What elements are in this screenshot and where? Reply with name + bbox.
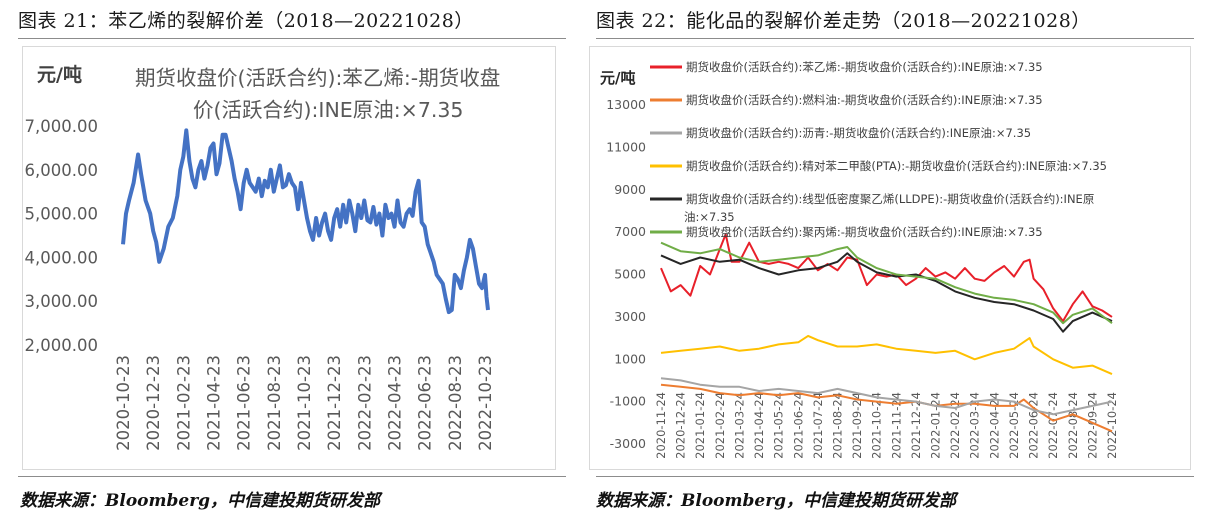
x-tick-label: 2021-03-24 [732, 392, 746, 459]
legend-text: 期货收盘价(活跃合约):线型低密度聚乙烯(LLDPE):-期货收盘价(活跃合约)… [686, 192, 1094, 206]
y-tick-label: 13000 [606, 97, 646, 112]
y-tick-label: 5,000.00 [25, 205, 98, 224]
x-tick-label: 2022-04-23 [386, 355, 405, 451]
x-tick-label: 2022-02-23 [355, 355, 374, 451]
x-tick-label: 2021-06-23 [235, 355, 254, 451]
x-tick-label: 2020-10-23 [114, 355, 133, 451]
x-tick-label: 2021-02-23 [174, 355, 193, 451]
x-tick-label: 2022-10-23 [476, 355, 495, 451]
x-tick-label: 2020-12-24 [674, 392, 688, 459]
x-tick-label: 2021-02-24 [713, 392, 727, 459]
x-tick-label: 2022-01-24 [929, 392, 943, 459]
y-tick-label: 7,000.00 [25, 117, 98, 136]
y-tick-label: -1000 [610, 394, 646, 409]
x-tick-label: 2022-03-24 [968, 392, 982, 459]
x-tick-label: 2021-10-23 [295, 355, 314, 451]
y-tick-label: 9000 [614, 182, 646, 197]
legend-text: 期货收盘价(活跃合约):精对苯二甲酸(PTA):-期货收盘价(活跃合约):INE… [686, 159, 1107, 173]
y-tick-label: 6,000.00 [25, 161, 98, 180]
source-rule-right [596, 476, 1194, 477]
chart-panel-left: 元/吨 期货收盘价(活跃合约):苯乙烯:-期货收盘价(活跃合约):INE原油:×7… [22, 46, 556, 470]
figure-title-right: 图表 22：能化品的裂解价差走势（2018—20221028） [596, 10, 1091, 32]
x-tick-label: 2021-04-23 [205, 355, 224, 451]
x-tick-label: 2022-10-24 [1105, 392, 1119, 459]
y-tick-label: 7000 [614, 224, 646, 239]
petrochem-crack-spread-chart: 元/吨 -3000 -1000 1000 3000 5000 7000 9000 11000 13… [600, 60, 1119, 459]
series-line [660, 241, 1113, 325]
y-tick-label: 5000 [614, 267, 646, 282]
x-tick-label: 2021-04-24 [752, 392, 766, 459]
x-tick-label: 2021-01-24 [693, 392, 707, 459]
x-tick-label: 2022-08-24 [1066, 392, 1080, 459]
x-tick-label: 2022-06-23 [416, 355, 435, 451]
legend-text: 期货收盘价(活跃合约):聚丙烯:-期货收盘价(活跃合约):INE原油:×7.35 [686, 225, 1043, 239]
unit-label: 元/吨 [37, 63, 82, 86]
x-tick-label: 2021-12-24 [909, 392, 923, 459]
x-tick-label: 2022-04-24 [987, 392, 1001, 459]
x-tick-label: 2020-12-23 [144, 355, 163, 451]
x-tick-label: 2022-02-24 [948, 392, 962, 459]
figure-title-left: 图表 21：苯乙烯的裂解价差（2018—20221028） [18, 10, 474, 32]
x-tick-label: 2022-07-24 [1046, 392, 1060, 459]
legend-text: 油:×7.35 [684, 210, 735, 224]
styrene-spread-line [121, 128, 490, 315]
y-tick-label: 11000 [606, 139, 646, 154]
y-tick-label: -3000 [610, 436, 646, 451]
series-line [660, 252, 1113, 333]
x-tick-label: 2021-05-24 [772, 392, 786, 459]
x-tick-label: 2021-11-24 [889, 392, 903, 459]
y-tick-label: 3000 [614, 309, 646, 324]
legend-text: 价(活跃合约):INE原油:×7.35 [193, 98, 463, 122]
y-tick-label: 4,000.00 [25, 248, 98, 267]
legend-text: 期货收盘价(活跃合约):燃料油:-期货收盘价(活跃合约):INE原油:×7.35 [686, 93, 1043, 107]
x-tick-label: 2021-10-24 [870, 392, 884, 459]
x-tick-label: 2022-06-24 [1027, 392, 1041, 459]
y-tick-label: 3,000.00 [25, 292, 98, 311]
legend-text: 期货收盘价(活跃合约):苯乙烯:-期货收盘 [135, 66, 500, 90]
series-line [660, 383, 1113, 433]
unit-label: 元/吨 [600, 69, 635, 87]
x-tick-label: 2022-09-24 [1085, 392, 1099, 459]
y-tick-label: 1000 [614, 351, 646, 366]
series-line [660, 377, 1113, 416]
legend-text: 期货收盘价(活跃合约):沥青:-期货收盘价(活跃合约):INE原油:×7.35 [686, 126, 1031, 140]
x-tick-label: 2021-06-24 [791, 392, 805, 459]
series-line [660, 334, 1113, 376]
x-tick-label: 2021-12-23 [325, 355, 344, 451]
source-note-right: 数据来源：Bloomberg，中信建投期货研发部 [596, 491, 957, 511]
legend-text: 期货收盘价(活跃合约):苯乙烯:-期货收盘价(活跃合约):INE原油:×7.35 [686, 60, 1043, 74]
source-note-left: 数据来源：Bloomberg，中信建投期货研发部 [20, 491, 381, 511]
x-tick-label: 2021-08-24 [830, 392, 844, 459]
series-line [660, 233, 1113, 323]
title-rule-right [596, 38, 1194, 39]
x-tick-label: 2022-08-23 [446, 355, 465, 451]
source-rule-left [18, 476, 566, 477]
chart-panel-right: 元/吨 -3000 -1000 1000 3000 5000 7000 9000 11000 13… [589, 46, 1191, 470]
x-tick-label: 2021-09-24 [850, 392, 864, 459]
title-rule-left [18, 38, 566, 39]
x-tick-label: 2021-07-24 [811, 392, 825, 459]
y-tick-label: 2,000.00 [25, 336, 98, 355]
x-tick-label: 2021-08-23 [265, 355, 284, 451]
x-tick-label: 2022-05-24 [1007, 392, 1021, 459]
styrene-crack-spread-chart: 元/吨 期货收盘价(活跃合约):苯乙烯:-期货收盘价(活跃合约):INE原油:×7… [25, 63, 501, 451]
x-tick-label: 2020-11-24 [654, 392, 668, 459]
